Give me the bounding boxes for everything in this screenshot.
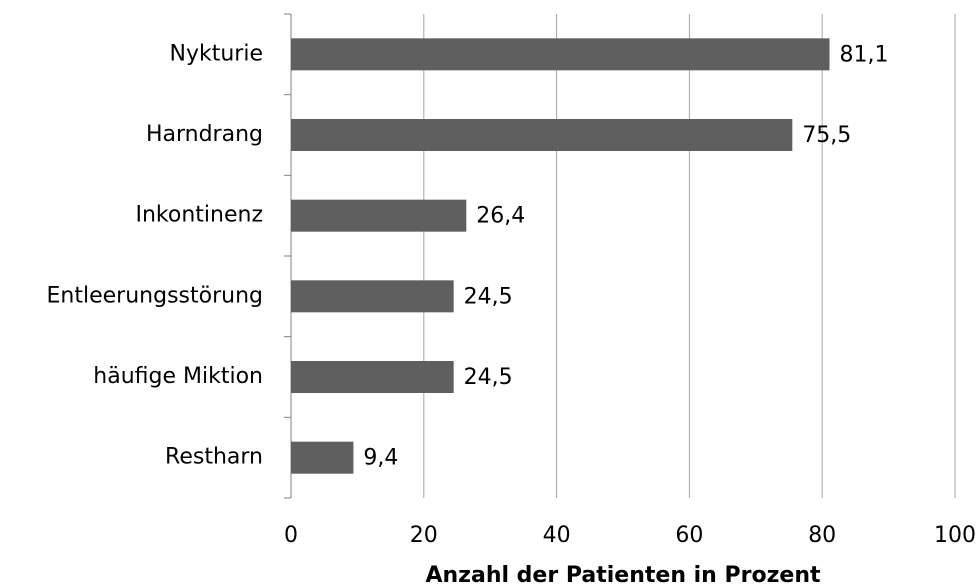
value-label: 9,4 [363,446,398,471]
value-label: 26,4 [476,204,525,229]
bar [291,38,830,71]
x-tick-label: 80 [808,523,836,548]
value-label: 24,5 [464,365,513,390]
x-tick-label: 0 [284,523,298,548]
y-tick-label: Nykturie [170,41,263,66]
value-label: 24,5 [464,284,513,309]
x-axis-title: Anzahl der Patienten in Prozent [425,563,820,588]
x-tick-label: 40 [543,523,571,548]
bar [291,280,454,313]
x-tick-label: 20 [410,523,438,548]
bar [291,361,454,393]
y-tick-label: Harndrang [146,122,263,147]
bar [291,441,354,474]
y-tick-label: Inkontinenz [136,203,264,228]
y-tick-label: häufige Miktion [93,364,263,389]
value-label: 75,5 [802,123,851,148]
y-tick-label: Entleerungsstörung [47,283,263,308]
x-tick-label: 60 [675,523,703,548]
bar [291,119,793,151]
x-tick-label: 100 [934,523,976,548]
value-label: 81,1 [840,42,889,67]
y-tick-label: Restharn [165,445,263,470]
bar [291,199,467,232]
